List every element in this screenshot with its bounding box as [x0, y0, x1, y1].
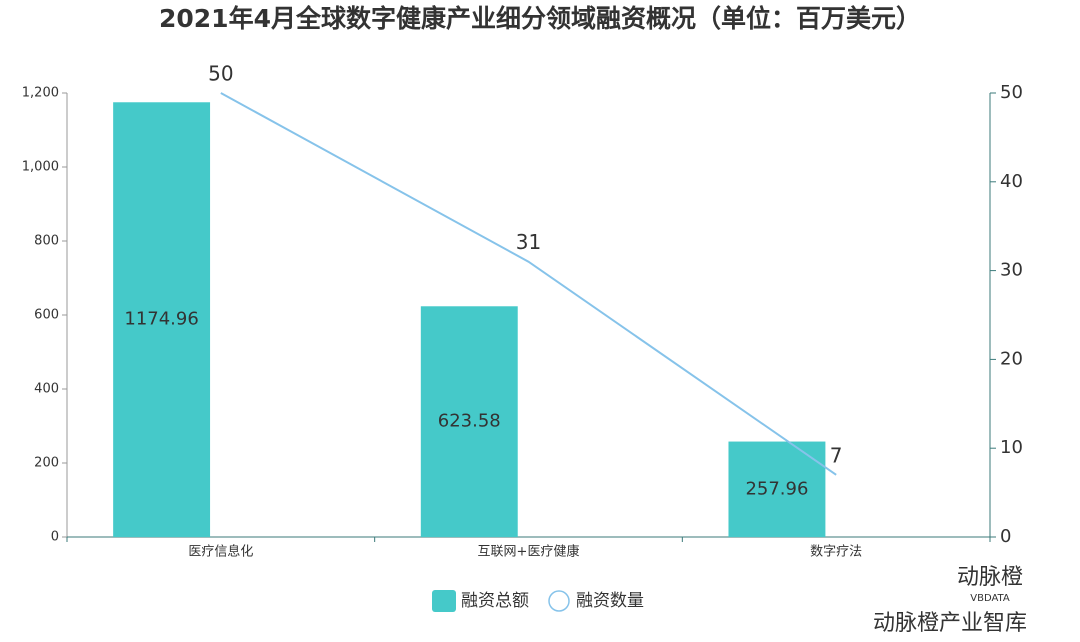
y2-tick-label: 30 — [1000, 260, 1023, 281]
y-tick-label: 600 — [34, 308, 59, 323]
bar-value-label: 1174.96 — [124, 309, 198, 330]
y-tick-label: 1,200 — [22, 86, 59, 101]
y2-tick-label: 0 — [1000, 526, 1011, 547]
bar-value-label: 257.96 — [745, 478, 808, 499]
x-tick-label: 互联网+医疗健康 — [478, 544, 580, 560]
bar — [728, 441, 826, 537]
watermark: VBDATA — [970, 593, 1010, 604]
legend-swatch — [548, 590, 570, 612]
x-tick-label: 医疗信息化 — [188, 544, 253, 560]
y2-tick-label: 20 — [1000, 348, 1023, 369]
legend-label: 融资数量 — [576, 591, 644, 611]
y-tick-label: 400 — [34, 382, 59, 397]
bar — [113, 102, 211, 537]
bar — [420, 306, 518, 537]
line-value-label: 50 — [208, 62, 233, 86]
line — [220, 92, 837, 476]
y2-tick-label: 50 — [1000, 82, 1023, 103]
y2-tick-label: 40 — [1000, 171, 1023, 192]
watermark: 动脉橙 — [957, 565, 1023, 590]
legend-label: 融资总额 — [461, 591, 529, 611]
y-tick-label: 0 — [51, 530, 59, 545]
y-tick-label: 200 — [34, 456, 59, 471]
line-value-label: 31 — [516, 230, 541, 254]
bar-value-label: 623.58 — [438, 411, 501, 432]
watermark: 动脉橙产业智库 — [873, 611, 1027, 636]
line-value-label: 7 — [830, 443, 843, 467]
chart-title: 2021年4月全球数字健康产业细分领域融资概况（单位：百万美元） — [159, 4, 921, 33]
x-tick-label: 数字疗法 — [810, 545, 862, 560]
y-tick-label: 1,000 — [22, 160, 59, 175]
y-tick-label: 800 — [34, 234, 59, 249]
legend-swatch — [432, 590, 456, 612]
y2-tick-label: 10 — [1000, 437, 1023, 458]
